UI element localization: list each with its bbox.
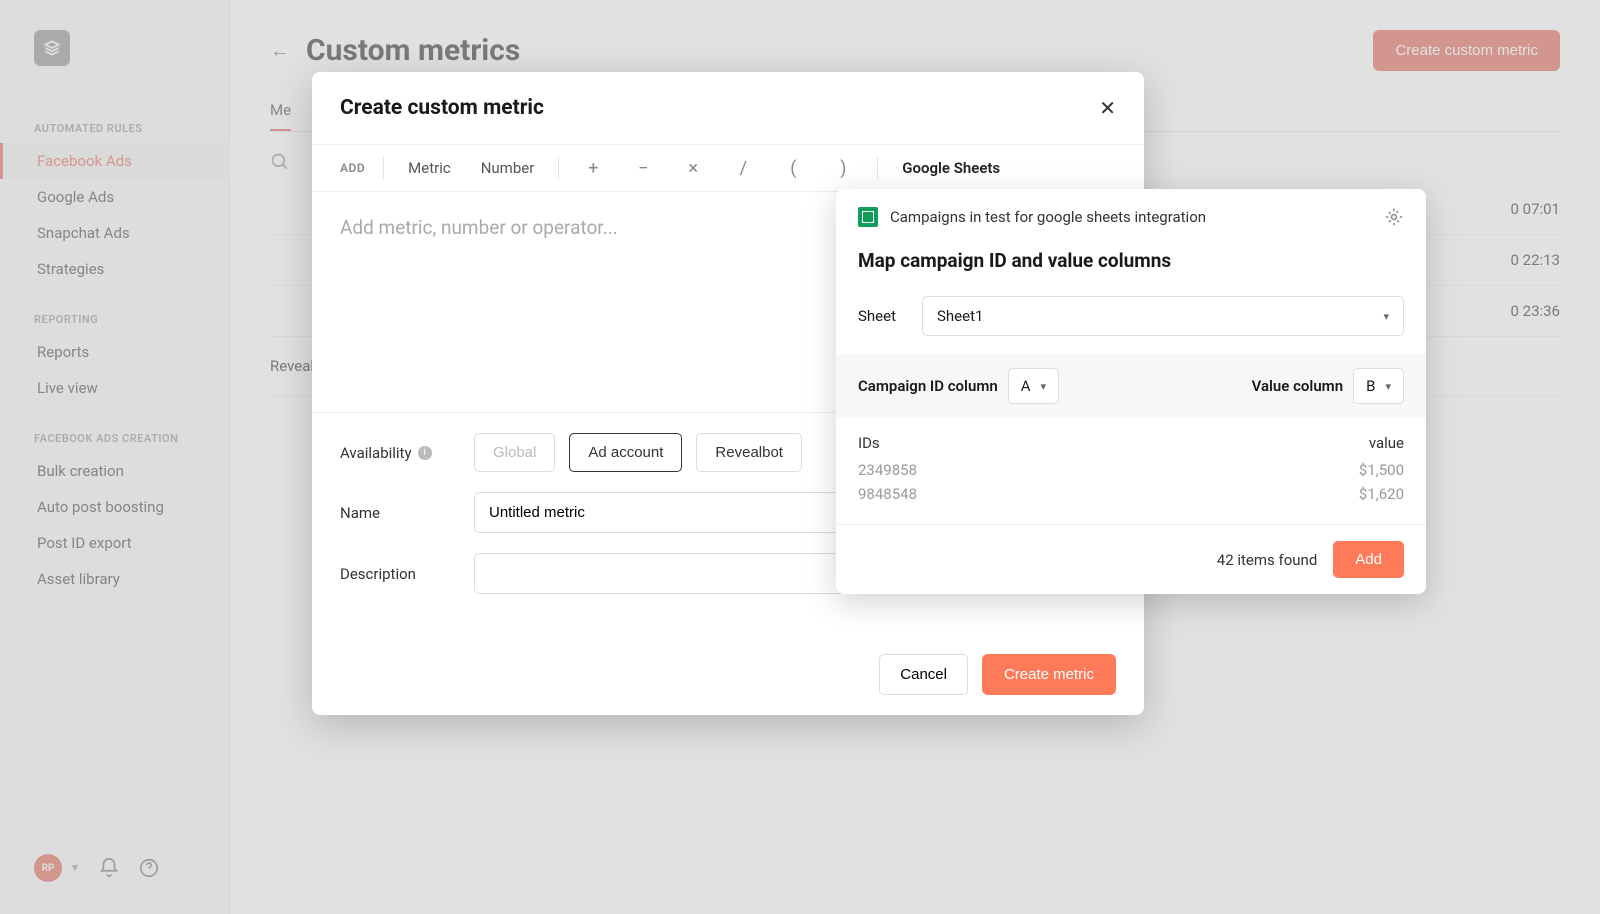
toolbar-separator [383, 157, 384, 179]
toolbar-number-button[interactable]: Number [475, 155, 541, 181]
sheet-select-row: Sheet Sheet1 ▾ [836, 288, 1426, 354]
availability-global-button[interactable]: Global [474, 433, 555, 472]
popover-header: Campaigns in test for google sheets inte… [836, 189, 1426, 245]
sheet-select-value: Sheet1 [937, 307, 983, 325]
formula-placeholder: Add metric, number or operator... [340, 216, 618, 239]
name-label: Name [340, 504, 474, 522]
google-sheets-icon [858, 207, 878, 227]
app-root: AUTOMATED RULES Facebook Ads Google Ads … [0, 0, 1600, 914]
operator-divide-button[interactable]: / [727, 158, 759, 179]
preview-value-cell: $1,620 [1131, 482, 1404, 506]
data-preview: IDs 2349858 9848548 value $1,500 $1,620 [836, 418, 1426, 524]
value-column-select[interactable]: B ▾ [1353, 368, 1404, 404]
preview-ids-header: IDs [858, 428, 1131, 458]
campaign-id-column-select[interactable]: A ▾ [1008, 368, 1059, 404]
description-label: Description [340, 565, 474, 583]
popover-title: Map campaign ID and value columns [836, 245, 1426, 288]
availability-ad-account-button[interactable]: Ad account [569, 433, 682, 472]
operator-paren-open-button[interactable]: ( [777, 158, 809, 179]
preview-value-cell: $1,500 [1131, 458, 1404, 482]
info-icon[interactable]: i [418, 446, 432, 460]
chevron-down-icon: ▾ [1385, 380, 1391, 393]
chevron-down-icon: ▾ [1041, 380, 1047, 393]
column-mapping-row: Campaign ID column A ▾ Value column B ▾ [836, 354, 1426, 418]
campaign-id-column-value: A [1021, 377, 1031, 395]
sheet-label: Sheet [858, 307, 908, 325]
add-button[interactable]: Add [1333, 541, 1404, 578]
value-column-label: Value column [1252, 377, 1344, 395]
value-column-value: B [1366, 377, 1375, 395]
modal-footer: Cancel Create metric [312, 634, 1144, 715]
preview-id-cell: 9848548 [858, 482, 1131, 506]
availability-revealbot-button[interactable]: Revealbot [696, 433, 802, 472]
preview-values-header: value [1131, 428, 1404, 458]
close-icon[interactable]: ✕ [1099, 96, 1116, 120]
preview-id-cell: 2349858 [858, 458, 1131, 482]
cancel-button[interactable]: Cancel [879, 654, 968, 695]
campaign-id-mapping: Campaign ID column A ▾ [858, 368, 1059, 404]
modal-title: Create custom metric [340, 96, 544, 120]
chevron-down-icon: ▾ [1383, 310, 1389, 323]
gear-icon[interactable] [1384, 207, 1404, 227]
toolbar-google-sheets-button[interactable]: Google Sheets [896, 155, 1006, 181]
preview-ids-column: IDs 2349858 9848548 [858, 428, 1131, 506]
toolbar-add-label: ADD [340, 161, 365, 175]
formula-toolbar: ADD Metric Number + − × / ( ) Google She… [312, 144, 1144, 192]
popover-footer: 42 items found Add [836, 524, 1426, 594]
toolbar-separator [558, 157, 559, 179]
source-spreadsheet-name: Campaigns in test for google sheets inte… [890, 208, 1372, 226]
preview-values-column: value $1,500 $1,620 [1131, 428, 1404, 506]
operator-paren-close-button[interactable]: ) [827, 158, 859, 179]
availability-label-text: Availability [340, 444, 412, 462]
sheet-select[interactable]: Sheet1 ▾ [922, 296, 1404, 336]
campaign-id-label: Campaign ID column [858, 377, 998, 395]
operator-minus-button[interactable]: − [627, 158, 659, 179]
items-found-text: 42 items found [1217, 551, 1318, 569]
toolbar-metric-button[interactable]: Metric [402, 155, 457, 181]
google-sheets-popover: Campaigns in test for google sheets inte… [836, 189, 1426, 594]
value-column-mapping: Value column B ▾ [1252, 368, 1404, 404]
availability-label: Availability i [340, 444, 474, 462]
toolbar-separator [877, 157, 878, 179]
operator-multiply-button[interactable]: × [677, 158, 709, 179]
modal-header: Create custom metric ✕ [312, 72, 1144, 144]
create-metric-button[interactable]: Create metric [982, 654, 1116, 695]
operator-plus-button[interactable]: + [577, 158, 609, 179]
